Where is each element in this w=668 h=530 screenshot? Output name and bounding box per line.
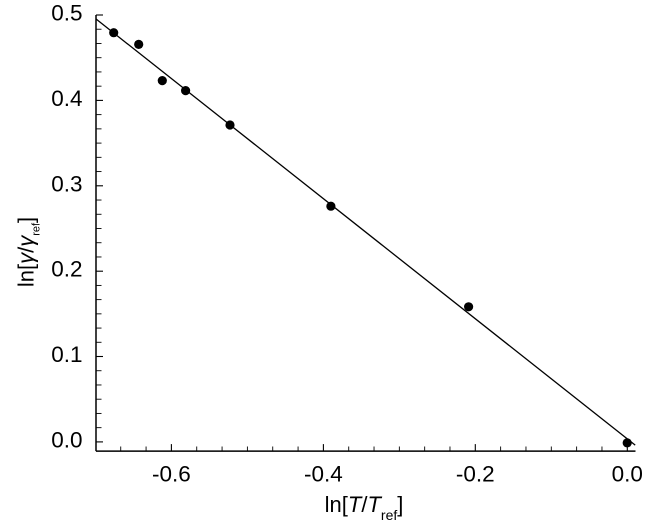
- svg-text:0.3: 0.3: [51, 171, 82, 196]
- svg-text:0.2: 0.2: [51, 257, 82, 282]
- svg-text:-0.2: -0.2: [456, 462, 495, 487]
- svg-text:0.0: 0.0: [612, 462, 643, 487]
- svg-text:0.0: 0.0: [51, 427, 82, 452]
- svg-text:-0.6: -0.6: [152, 462, 191, 487]
- svg-text:ln[T/Tref]: ln[T/Tref]: [325, 492, 404, 523]
- svg-text:0.4: 0.4: [51, 86, 82, 111]
- svg-text:ln[γ/γref]: ln[γ/γref]: [14, 217, 43, 287]
- svg-text:-0.4: -0.4: [304, 462, 343, 487]
- svg-text:0.1: 0.1: [51, 342, 82, 367]
- svg-text:0.5: 0.5: [51, 1, 82, 26]
